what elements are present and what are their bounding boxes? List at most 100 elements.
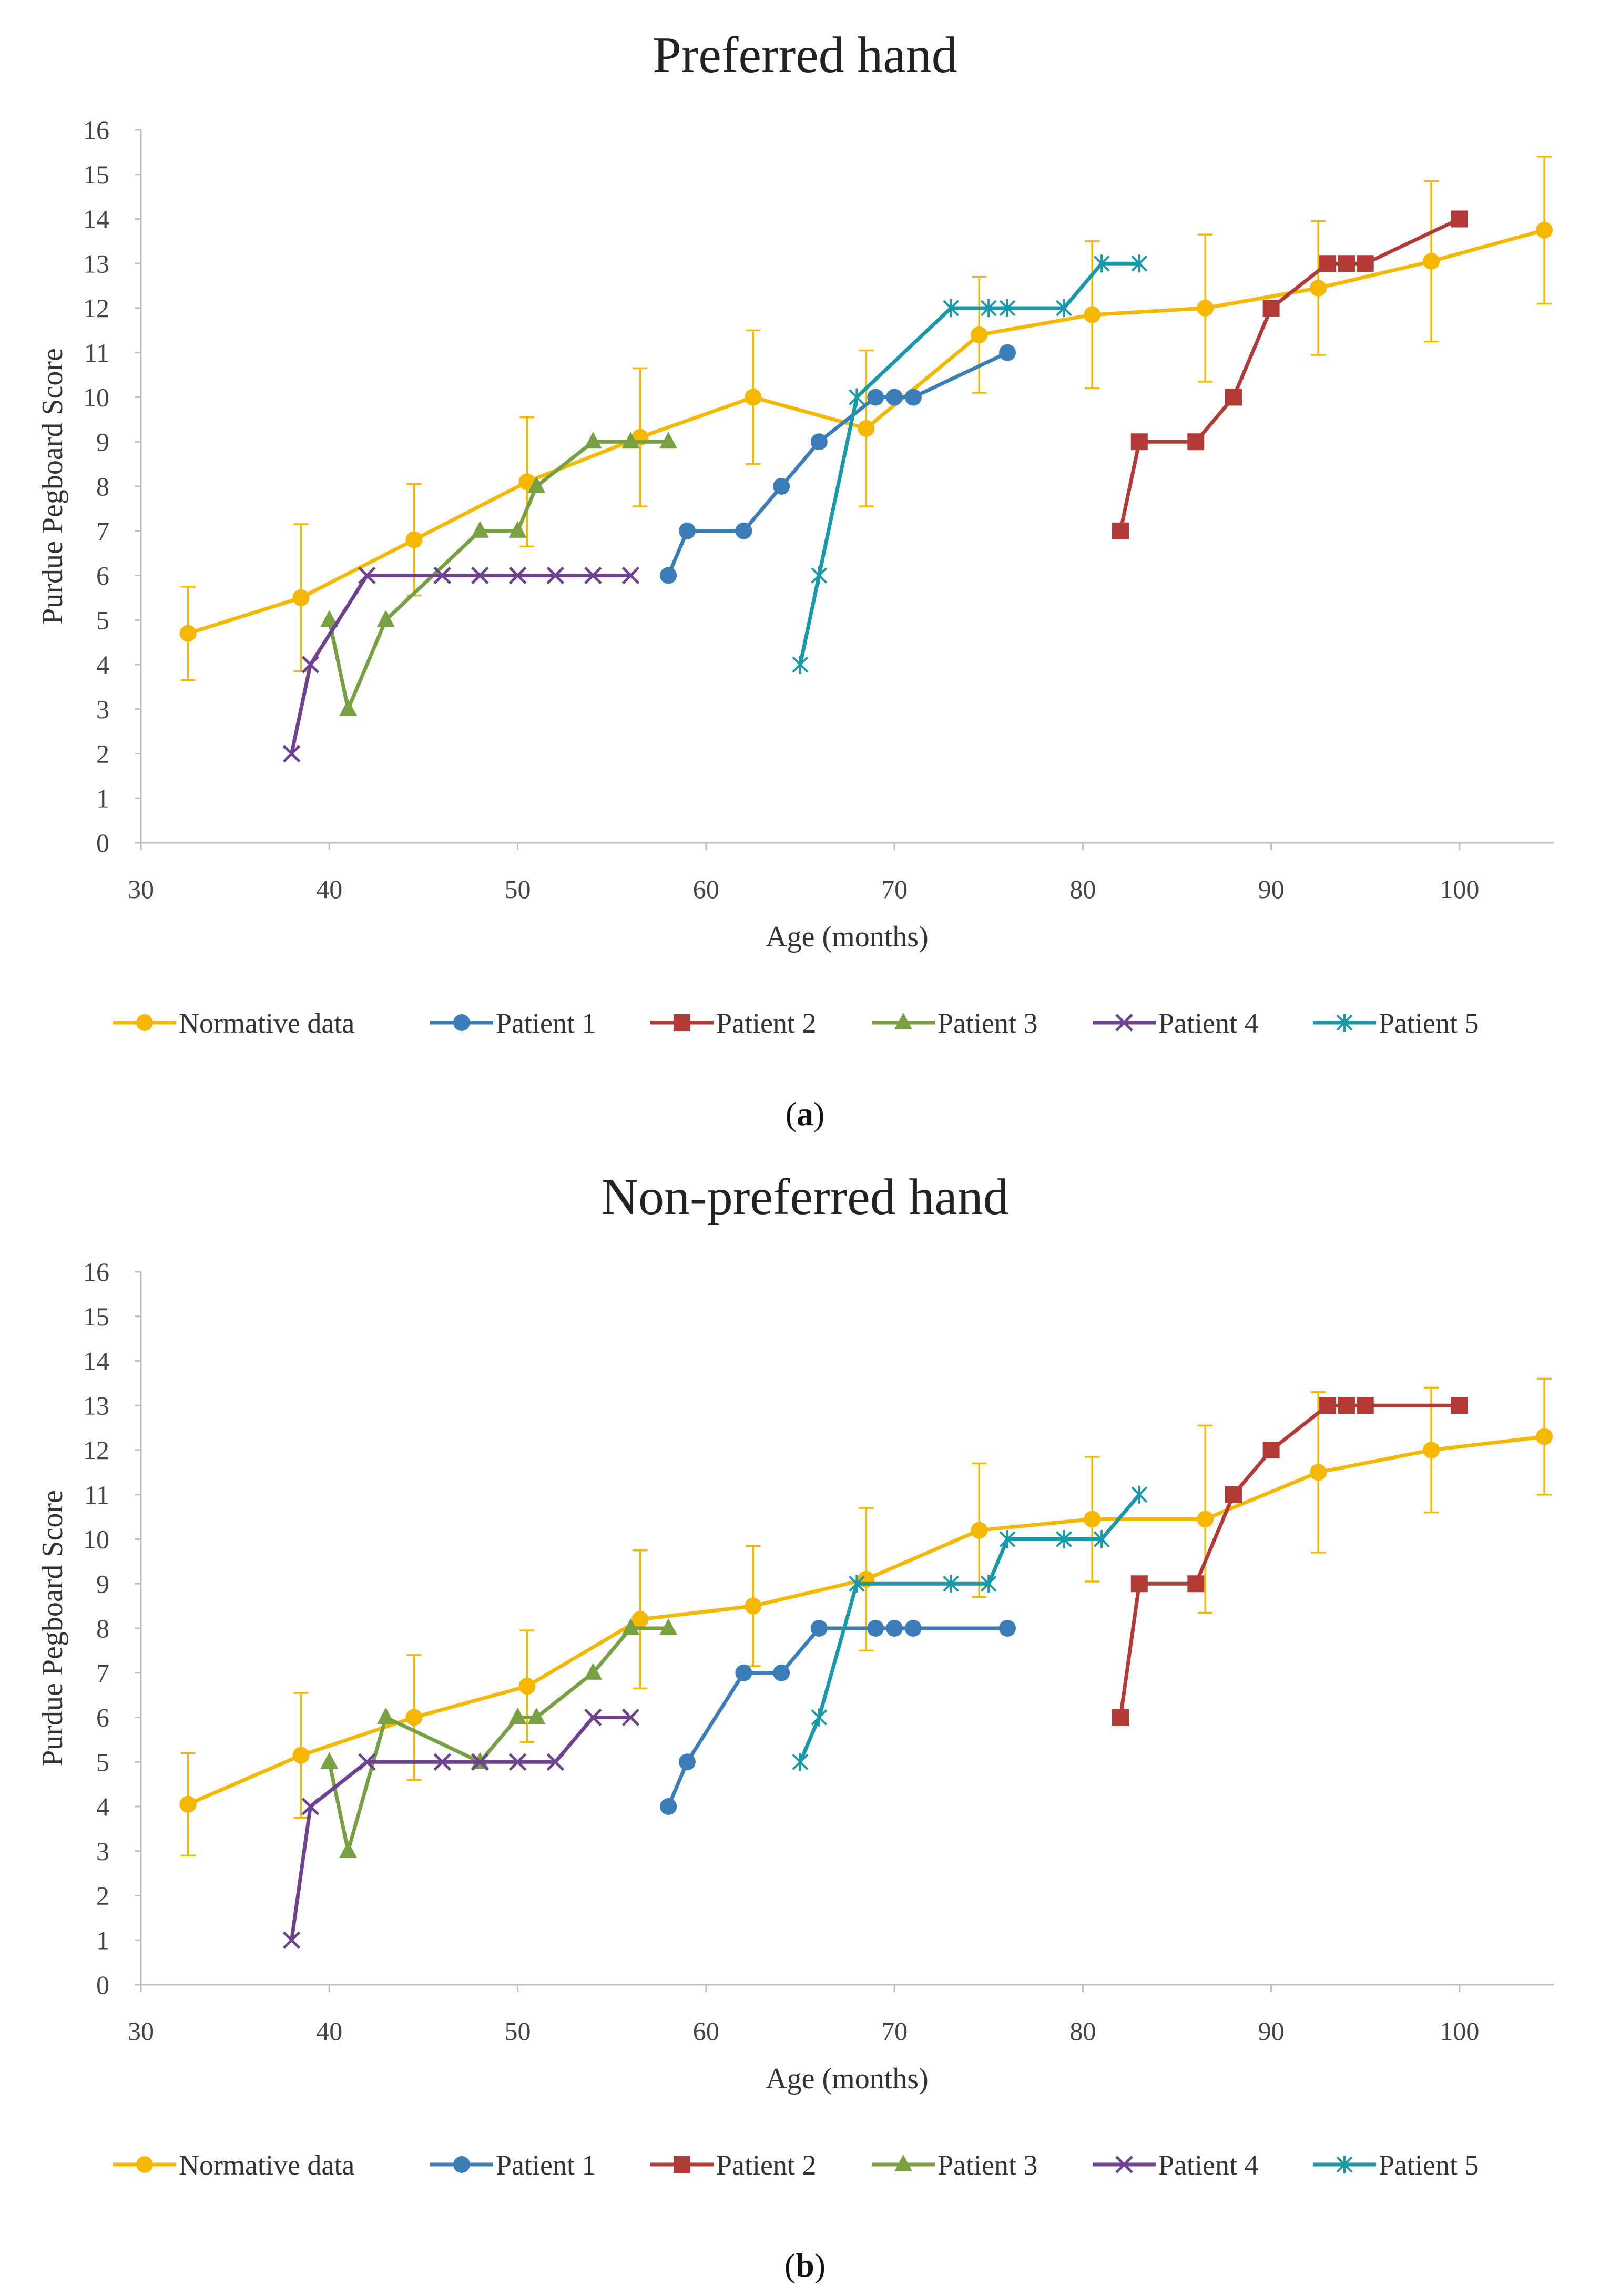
data-point: [1423, 253, 1440, 270]
data-point: [904, 1620, 922, 1637]
x-tick-label: 70: [881, 874, 908, 904]
data-point: [943, 1575, 959, 1593]
data-point: [848, 388, 865, 406]
legend-marker: [136, 1014, 153, 1031]
y-tick-label: 3: [96, 695, 109, 724]
y-tick-label: 11: [84, 338, 109, 368]
y-tick-label: 0: [96, 828, 109, 858]
x-tick-label: 90: [1258, 874, 1285, 904]
legend-label: Patient 4: [1158, 1007, 1258, 1039]
y-tick-label: 4: [96, 1792, 109, 1821]
data-point: [1225, 389, 1242, 406]
data-point: [980, 299, 997, 317]
x-tick-label: 100: [1440, 2016, 1479, 2046]
data-point: [660, 1798, 677, 1815]
y-tick-label: 7: [96, 516, 109, 546]
legend-label: Patient 2: [716, 1007, 816, 1039]
data-point: [292, 1747, 310, 1764]
legend-label: Normative data: [179, 1007, 354, 1039]
x-axis-label: Age (months): [766, 921, 929, 953]
y-tick-label: 2: [96, 1881, 109, 1911]
data-point: [518, 1678, 536, 1695]
data-point: [1197, 300, 1214, 317]
data-point: [773, 478, 790, 495]
legend-label: Patient 5: [1379, 1007, 1479, 1039]
data-point: [1130, 1575, 1148, 1593]
y-tick-label: 16: [83, 115, 109, 145]
series-line: [290, 574, 633, 756]
data-point: [301, 1798, 320, 1815]
y-tick-label: 13: [83, 249, 109, 278]
data-point: [1536, 221, 1553, 239]
caption-letter: a: [797, 1095, 813, 1132]
x-tick-label: 70: [881, 2016, 908, 2046]
data-point: [1262, 300, 1280, 317]
series-patient-1: [660, 344, 1016, 584]
y-tick-label: 1: [96, 1925, 109, 1955]
data-point: [527, 1707, 546, 1724]
data-point: [999, 344, 1016, 361]
data-point: [1338, 1397, 1355, 1414]
series-patient-1: [660, 1620, 1016, 1815]
y-tick-label: 12: [83, 293, 109, 323]
y-tick-label: 11: [84, 1480, 109, 1509]
caption-open-paren: (: [784, 2247, 796, 2284]
data-point: [292, 589, 310, 606]
data-point: [376, 610, 395, 627]
data-point: [433, 566, 451, 585]
legend-marker: [453, 1014, 470, 1031]
legend-marker: [1115, 1014, 1133, 1032]
data-point: [358, 566, 376, 585]
data-point: [1130, 433, 1148, 451]
data-point: [659, 1618, 678, 1635]
data-point: [745, 389, 762, 406]
y-tick-label: 4: [96, 650, 109, 679]
legend-marker: [674, 2156, 690, 2173]
figure-caption: (b): [784, 2247, 826, 2284]
data-point: [810, 1620, 828, 1637]
x-axis-label: Age (months): [766, 2063, 929, 2095]
data-point: [971, 1522, 988, 1539]
data-point: [508, 1707, 527, 1724]
series-line: [327, 1626, 670, 1853]
data-point: [1357, 1397, 1374, 1414]
data-point: [1131, 1485, 1148, 1504]
x-tick-label: 30: [128, 874, 154, 904]
series-patient-2: [1112, 210, 1468, 539]
data-point: [999, 299, 1016, 317]
data-point: [518, 473, 536, 491]
legend-marker: [453, 2156, 470, 2173]
x-tick-label: 50: [505, 874, 531, 904]
legend-item: Patient 1: [430, 2149, 596, 2181]
legend-item: Patient 5: [1313, 2149, 1479, 2181]
legend-label: Patient 3: [938, 2149, 1037, 2181]
x-tick-label: 100: [1440, 874, 1479, 904]
data-point: [792, 1753, 809, 1771]
y-tick-label: 5: [96, 1747, 109, 1777]
y-axis-label: Purdue Pegboard Score: [36, 1490, 69, 1767]
series-normative-data: [179, 1428, 1553, 1813]
data-point: [971, 326, 988, 343]
series-patient-5: [792, 1485, 1148, 1771]
data-point: [376, 1707, 395, 1724]
data-point: [621, 1708, 640, 1727]
legend-marker: [1115, 2156, 1133, 2173]
y-tick-label: 8: [96, 472, 109, 501]
data-point: [858, 420, 875, 437]
x-tick-label: 40: [316, 2016, 342, 2046]
legend-marker: [894, 2155, 912, 2171]
data-point: [546, 566, 564, 585]
data-point: [471, 521, 489, 538]
data-point: [999, 1530, 1016, 1548]
series-patient-2: [1112, 1397, 1468, 1726]
series-normative-data: [179, 221, 1553, 642]
y-tick-label: 15: [83, 160, 109, 189]
data-point: [405, 531, 423, 548]
data-point: [621, 1618, 640, 1635]
data-point: [886, 389, 903, 406]
data-point: [1310, 1464, 1327, 1481]
chart-title: Non-preferred hand: [601, 1169, 1008, 1226]
chart-panel-a: Preferred hand01234567891011121314151630…: [36, 27, 1554, 1132]
data-point: [433, 1753, 451, 1771]
caption-letter: b: [796, 2247, 814, 2284]
